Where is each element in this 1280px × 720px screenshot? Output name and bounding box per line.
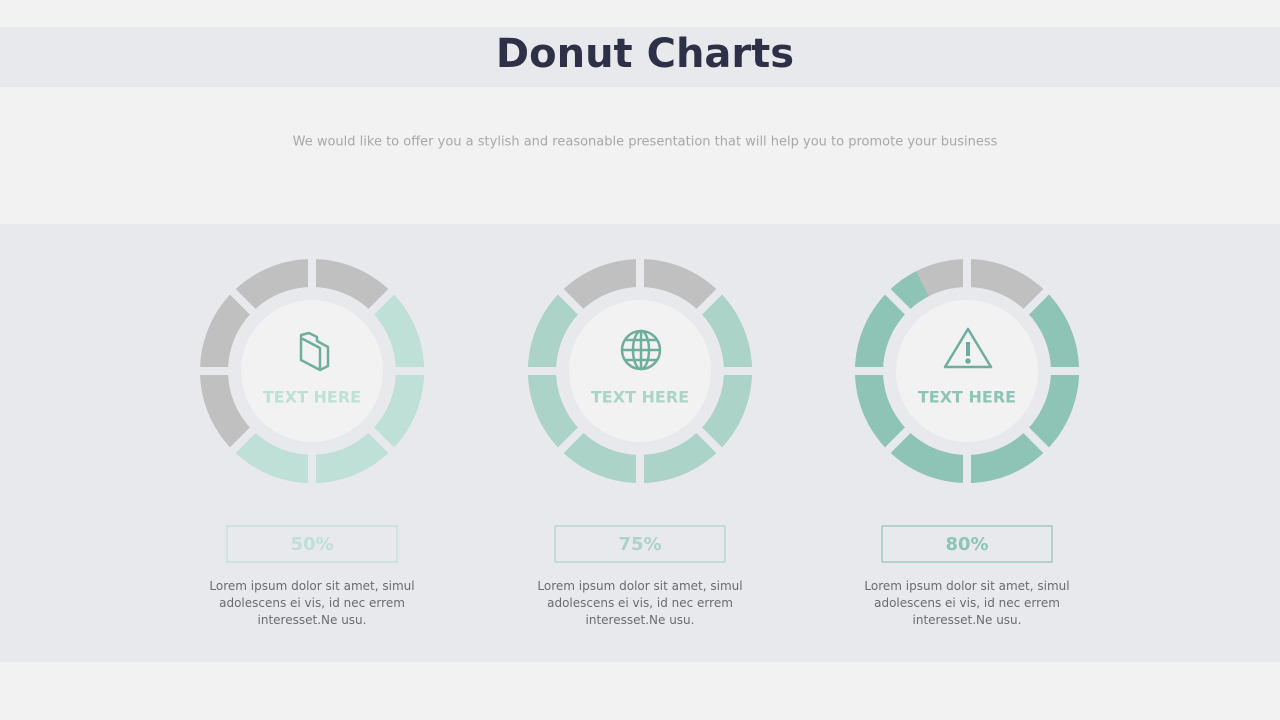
icons — [299, 327, 993, 372]
value-label: 75% — [618, 534, 661, 555]
donut-center — [896, 300, 1038, 442]
subtitle: We would like to offer you a stylish and… — [293, 135, 998, 150]
center-label: TEXT HERE — [918, 388, 1016, 407]
donut-center — [569, 300, 711, 442]
title: Donut Charts — [496, 31, 794, 77]
value-label: 80% — [945, 534, 988, 555]
globe-icon — [620, 329, 662, 371]
center-label: TEXT HERE — [591, 388, 689, 407]
description: Lorem ipsum dolor sit amet, simul adoles… — [209, 579, 415, 627]
value-box — [881, 525, 1053, 563]
value-box — [226, 525, 398, 563]
donuts: TEXT HERE 50% TEXT HERE 75% TEXT HERE 80% — [196, 255, 1083, 563]
warning-icon — [943, 327, 993, 369]
center-label: TEXT HERE — [263, 388, 361, 407]
folder-icon — [299, 331, 330, 372]
description: Lorem ipsum dolor sit amet, simul adoles… — [864, 579, 1070, 627]
donut-center — [241, 300, 383, 442]
value-label: 50% — [290, 534, 333, 555]
title-band — [0, 27, 1280, 87]
description: Lorem ipsum dolor sit amet, simul adoles… — [537, 579, 743, 627]
value-box — [554, 525, 726, 563]
